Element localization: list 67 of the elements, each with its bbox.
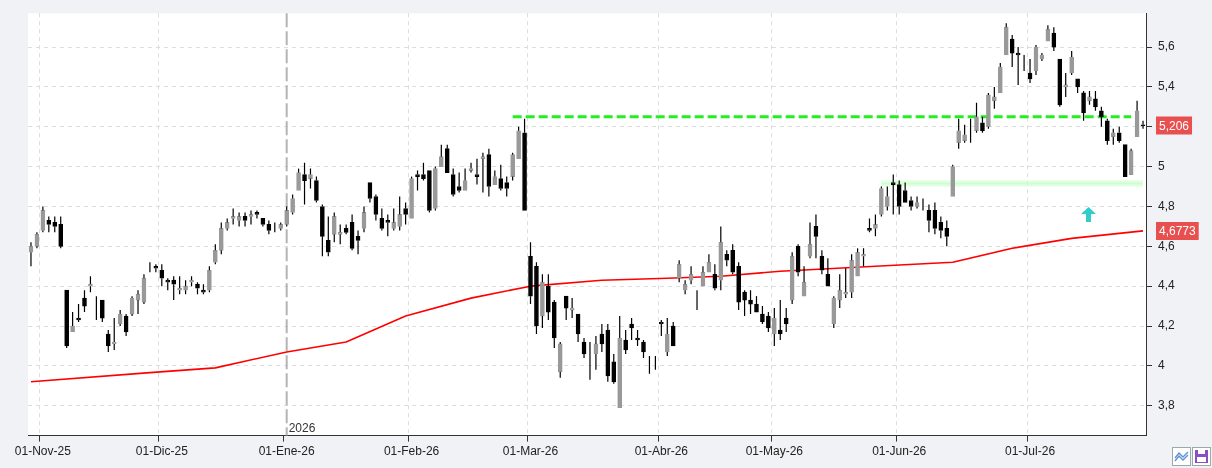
candlestick bbox=[468, 162, 474, 174]
candlestick bbox=[528, 241, 533, 305]
candlestick bbox=[522, 118, 527, 211]
candlestick bbox=[890, 173, 896, 216]
candlestick bbox=[754, 295, 759, 313]
candlestick bbox=[718, 225, 724, 291]
candlestick bbox=[397, 195, 403, 231]
x-tick-label: 01-Mar-26 bbox=[502, 444, 559, 459]
candlestick bbox=[171, 275, 177, 301]
candlestick bbox=[1093, 90, 1098, 112]
candlestick bbox=[760, 305, 765, 325]
x-tick-label: 01-May-26 bbox=[745, 444, 804, 459]
candlestick bbox=[189, 275, 194, 287]
candlestick bbox=[153, 263, 159, 273]
candlestick bbox=[320, 203, 325, 257]
y-tick-label: 5,6 bbox=[1158, 39, 1176, 54]
candlestick bbox=[248, 209, 254, 225]
y-tick-label: 5,4 bbox=[1158, 79, 1176, 94]
candlestick bbox=[82, 289, 87, 313]
candlestick bbox=[837, 273, 843, 309]
candlestick bbox=[308, 168, 313, 190]
x-tick-label: 01-Feb-26 bbox=[383, 444, 440, 459]
y-tick-label: 5 bbox=[1158, 158, 1165, 173]
candlestick bbox=[867, 217, 872, 233]
data-label: 4,6773 bbox=[1159, 224, 1197, 239]
candlestick bbox=[641, 339, 646, 359]
candlestick bbox=[409, 175, 414, 219]
y-tick-label: 4,2 bbox=[1158, 318, 1176, 333]
candlestick bbox=[385, 213, 391, 237]
y-tick-label: 4,6 bbox=[1158, 238, 1176, 253]
candlestick bbox=[480, 152, 486, 194]
candlestick bbox=[427, 170, 432, 214]
candlestick bbox=[540, 273, 545, 329]
candlestick bbox=[325, 215, 331, 257]
x-tick-label: 01-Dic-25 bbox=[135, 444, 189, 459]
candlestick bbox=[296, 168, 301, 191]
candlestick bbox=[314, 175, 319, 204]
ref-line-label: 2026 bbox=[288, 420, 316, 435]
y-tick-label: 4,4 bbox=[1158, 278, 1176, 293]
candlestick bbox=[771, 307, 777, 347]
candlestick bbox=[534, 261, 539, 335]
y-tick-label: 4,8 bbox=[1158, 198, 1176, 213]
candlestick bbox=[88, 275, 93, 293]
candlestick bbox=[950, 164, 956, 197]
candlestick bbox=[64, 289, 69, 349]
y-tick-label: 4 bbox=[1158, 358, 1165, 373]
candlestick bbox=[1057, 58, 1063, 108]
candlestick bbox=[664, 317, 670, 357]
x-tick-label: 01-Ene-26 bbox=[258, 444, 316, 459]
x-tick-label: 01-Jul-26 bbox=[1005, 444, 1056, 459]
x-tick-label: 01-Nov-25 bbox=[14, 444, 72, 459]
y-tick-label: 3,8 bbox=[1158, 398, 1176, 413]
candlestick bbox=[546, 273, 551, 321]
candlestick bbox=[617, 315, 623, 409]
candlestick bbox=[302, 162, 307, 206]
candlestick bbox=[861, 247, 866, 267]
candlestick bbox=[974, 102, 979, 134]
candlestick bbox=[980, 116, 985, 134]
candlestick bbox=[1081, 90, 1086, 122]
candlestick bbox=[254, 209, 260, 220]
candlestick bbox=[415, 170, 420, 192]
candlestick bbox=[474, 158, 480, 186]
text: 5,206 bbox=[1159, 118, 1190, 133]
candlestick bbox=[1140, 120, 1146, 130]
x-tick-label: 01-Jun-26 bbox=[872, 444, 927, 459]
x-tick-label: 01-Abr-26 bbox=[634, 444, 689, 459]
candlestick bbox=[421, 162, 426, 182]
